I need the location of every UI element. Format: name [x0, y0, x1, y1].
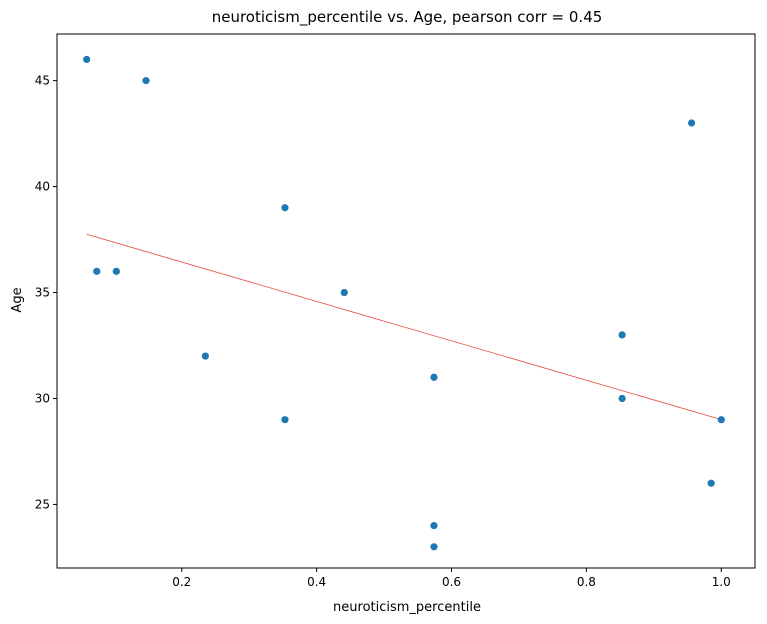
x-tick-label: 1.0 [712, 575, 731, 589]
y-tick-label: 25 [35, 497, 50, 511]
x-tick-label: 0.8 [577, 575, 596, 589]
data-point [112, 267, 120, 275]
data-point [281, 416, 289, 424]
x-tick-label: 0.6 [442, 575, 461, 589]
data-point [688, 119, 696, 127]
data-point [618, 331, 626, 339]
data-point [201, 352, 209, 360]
y-tick-label: 30 [35, 391, 50, 405]
data-point [142, 77, 150, 85]
x-axis-label: neuroticism_percentile [333, 600, 481, 615]
data-point [618, 394, 626, 403]
data-point [281, 204, 289, 212]
data-point [93, 267, 101, 275]
x-tick-label: 0.4 [307, 575, 326, 589]
data-point [83, 55, 91, 64]
y-tick-label: 45 [35, 74, 50, 88]
plot-area: 0.2 0.4 0.6 0.8 1.0 25 30 35 40 45 [35, 33, 756, 589]
data-point [717, 416, 725, 424]
x-tick-label: 0.2 [172, 575, 191, 589]
y-axis-label: Age [10, 287, 25, 312]
data-point [430, 522, 438, 530]
y-tick-label: 40 [35, 180, 50, 194]
data-point [340, 288, 348, 297]
trend-line [86, 233, 722, 421]
data-point [430, 373, 438, 381]
data-point [430, 543, 438, 551]
data-point [707, 479, 715, 487]
y-tick-label: 35 [35, 286, 50, 300]
axes-frame [56, 33, 756, 569]
chart-title: neuroticism_percentile vs. Age, pearson … [212, 8, 603, 27]
